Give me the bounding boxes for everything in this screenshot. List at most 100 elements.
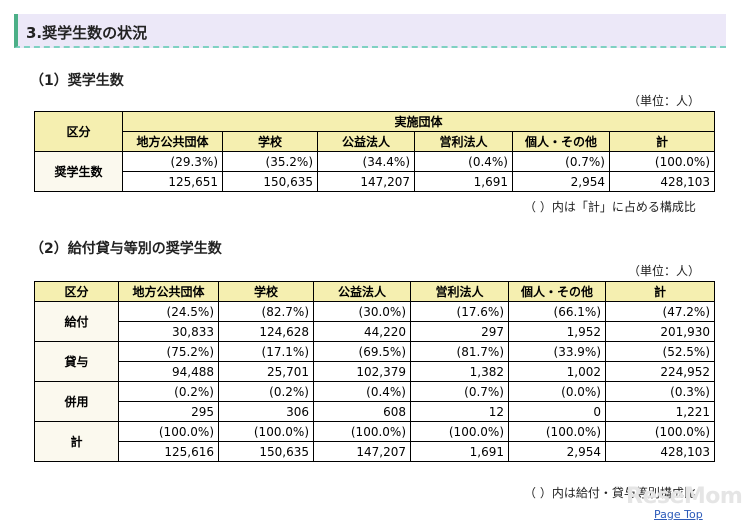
table-row: 奨学生数 (29.3%) (35.2%) (34.4%) (0.4%) (0.7… <box>34 151 716 192</box>
row-label: 給付 <box>34 301 119 342</box>
header-col: 個人・その他 <box>512 131 610 152</box>
count-cell: 1,691 <box>414 171 513 192</box>
count-cell: 124,628 <box>218 321 314 342</box>
table-row: 125,651 150,635 147,207 1,691 2,954 428,… <box>35 171 716 192</box>
count-cell: 297 <box>410 321 509 342</box>
count-cell: 25,701 <box>218 361 314 382</box>
section-header: 3.奨学生数の状況 <box>14 14 726 48</box>
row-label: 貸与 <box>34 341 119 382</box>
count-cell: 306 <box>218 401 314 422</box>
count-cell: 125,651 <box>122 171 223 192</box>
percent-cell: (0.2%) <box>118 381 219 402</box>
count-cell: 608 <box>313 401 411 422</box>
percent-cell: (24.5%) <box>118 301 219 322</box>
table-row: 295 306 608 12 0 1,221 <box>35 401 715 422</box>
percent-cell: (17.6%) <box>410 301 509 322</box>
count-cell: 150,635 <box>218 441 314 462</box>
count-cell: 224,952 <box>605 361 715 382</box>
count-cell: 12 <box>410 401 509 422</box>
count-cell: 201,930 <box>605 321 715 342</box>
row-label: 併用 <box>34 381 119 422</box>
percent-cell: (0.7%) <box>512 151 610 172</box>
header-col: 公益法人 <box>317 131 415 152</box>
header-col: 営利法人 <box>414 131 513 152</box>
note-1: （ ）内は「計」に占める構成比 <box>524 200 696 214</box>
unit-label-2: （単位：人） <box>628 264 701 278</box>
percent-cell: (100.0%) <box>508 421 606 442</box>
percent-cell: (69.5%) <box>313 341 411 362</box>
count-cell: 147,207 <box>313 441 411 462</box>
count-cell: 125,616 <box>118 441 219 462</box>
percent-cell: (100.0%) <box>218 421 314 442</box>
percent-cell: (0.3%) <box>605 381 715 402</box>
percent-cell: (0.7%) <box>410 381 509 402</box>
table-row: 94,488 25,701 102,379 1,382 1,002 224,95… <box>35 361 715 382</box>
count-cell: 94,488 <box>118 361 219 382</box>
subheading-by-type: （2）給付貸与等別の奨学生数 <box>30 241 222 257</box>
count-cell: 150,635 <box>222 171 318 192</box>
header-row: 地方公共団体 学校 公益法人 営利法人 個人・その他 計 <box>35 131 716 152</box>
subheading-students: （1）奨学生数 <box>30 73 124 89</box>
count-cell: 1,221 <box>605 401 715 422</box>
percent-cell: (82.7%) <box>218 301 314 322</box>
header-col: 地方公共団体 <box>122 131 223 152</box>
table-row: 貸与 (75.2%) (17.1%) (69.5%) (81.7%) (33.9… <box>34 341 715 382</box>
header-col: 地方公共団体 <box>118 281 219 302</box>
count-cell: 295 <box>118 401 219 422</box>
students-table: 区分 実施団体 地方公共団体 学校 公益法人 営利法人 個人・その他 計 奨学生… <box>34 111 716 192</box>
row-label: 計 <box>34 421 119 462</box>
percent-cell: (17.1%) <box>218 341 314 362</box>
header-col: 学校 <box>222 131 318 152</box>
count-cell: 102,379 <box>313 361 411 382</box>
percent-cell: (81.7%) <box>410 341 509 362</box>
header-col: 公益法人 <box>313 281 411 302</box>
percent-cell: (52.5%) <box>605 341 715 362</box>
header-implementing-body: 実施団体 <box>121 111 716 132</box>
table-row: 計 (100.0%) (100.0%) (100.0%) (100.0%) (1… <box>34 421 715 462</box>
percent-cell: (34.4%) <box>317 151 415 172</box>
percent-cell: (100.0%) <box>608 151 716 172</box>
table-row: 125,616 150,635 147,207 1,691 2,954 428,… <box>35 441 715 462</box>
table-row: 30,833 124,628 44,220 297 1,952 201,930 <box>35 321 715 342</box>
unit-label-1: （単位：人） <box>628 94 701 108</box>
percent-cell: (0.0%) <box>508 381 606 402</box>
count-cell: 2,954 <box>508 441 606 462</box>
count-cell: 1,382 <box>410 361 509 382</box>
header-col: 営利法人 <box>410 281 509 302</box>
percent-cell: (33.9%) <box>508 341 606 362</box>
table-row: 併用 (0.2%) (0.2%) (0.4%) (0.7%) (0.0%) (0… <box>34 381 715 422</box>
count-cell: 1,002 <box>508 361 606 382</box>
count-cell: 1,952 <box>508 321 606 342</box>
header-col: 計 <box>608 131 716 152</box>
row-label: 奨学生数 <box>34 151 123 192</box>
percent-cell: (100.0%) <box>410 421 509 442</box>
page-top-link[interactable]: Page Top <box>654 508 703 521</box>
note-2: （ ）内は給付・貸与等別構成比 <box>524 486 696 500</box>
percent-cell: (66.1%) <box>508 301 606 322</box>
count-cell: 147,207 <box>317 171 415 192</box>
header-col: 計 <box>605 281 715 302</box>
percent-cell: (0.4%) <box>414 151 513 172</box>
percent-cell: (100.0%) <box>313 421 411 442</box>
percent-cell: (100.0%) <box>118 421 219 442</box>
percent-cell: (100.0%) <box>605 421 715 442</box>
header-row: 区分 地方公共団体 学校 公益法人 営利法人 個人・その他 計 <box>34 281 715 302</box>
header-col: 学校 <box>218 281 314 302</box>
table-row: 給付 (24.5%) (82.7%) (30.0%) (17.6%) (66.1… <box>34 301 715 342</box>
percent-cell: (0.4%) <box>313 381 411 402</box>
header-col: 個人・その他 <box>508 281 606 302</box>
header-kubun: 区分 <box>34 111 123 152</box>
count-cell: 44,220 <box>313 321 411 342</box>
count-cell: 1,691 <box>410 441 509 462</box>
percent-cell: (35.2%) <box>222 151 318 172</box>
count-cell: 30,833 <box>118 321 219 342</box>
count-cell: 0 <box>508 401 606 422</box>
header-col: 区分 <box>34 281 119 302</box>
percent-cell: (75.2%) <box>118 341 219 362</box>
percent-cell: (47.2%) <box>605 301 715 322</box>
count-cell: 428,103 <box>608 171 716 192</box>
resemom-watermark: ReseMom <box>626 484 743 509</box>
section-title: 3.奨学生数の状況 <box>26 24 148 42</box>
percent-cell: (30.0%) <box>313 301 411 322</box>
percent-cell: (0.2%) <box>218 381 314 402</box>
